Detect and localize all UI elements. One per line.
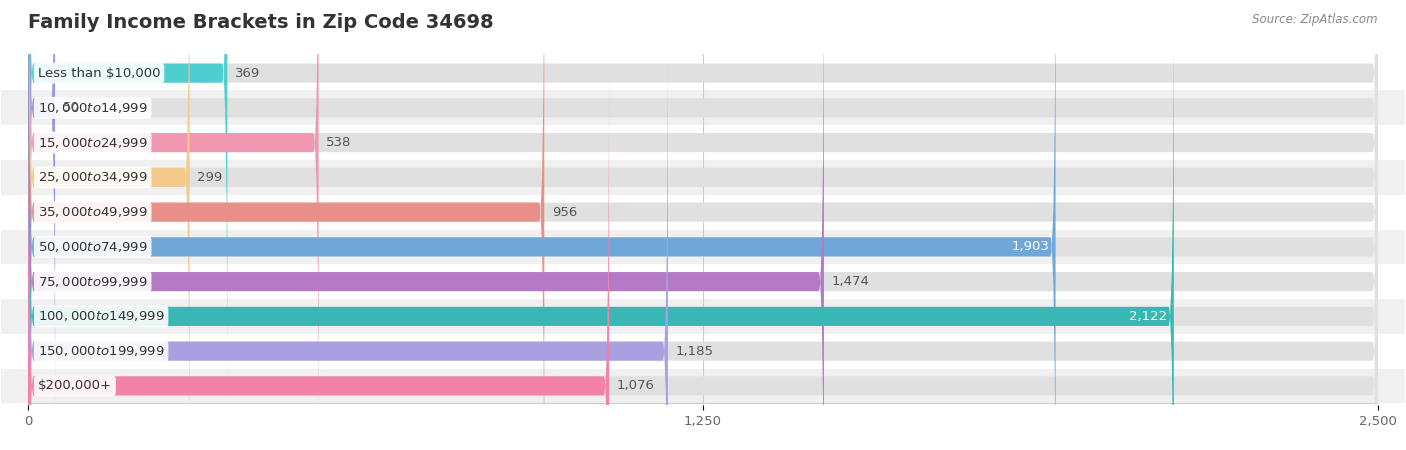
- FancyBboxPatch shape: [1, 56, 1405, 90]
- FancyBboxPatch shape: [28, 0, 1378, 450]
- Text: $150,000 to $199,999: $150,000 to $199,999: [38, 344, 165, 358]
- Text: $75,000 to $99,999: $75,000 to $99,999: [38, 274, 148, 288]
- Text: 1,185: 1,185: [675, 345, 713, 358]
- Text: $50,000 to $74,999: $50,000 to $74,999: [38, 240, 148, 254]
- Text: $25,000 to $34,999: $25,000 to $34,999: [38, 171, 148, 184]
- Text: 1,903: 1,903: [1011, 240, 1049, 253]
- Text: 538: 538: [326, 136, 352, 149]
- FancyBboxPatch shape: [28, 13, 668, 450]
- Text: 1,076: 1,076: [617, 379, 654, 392]
- FancyBboxPatch shape: [28, 0, 1378, 450]
- FancyBboxPatch shape: [28, 0, 319, 450]
- FancyBboxPatch shape: [1, 334, 1405, 369]
- Text: $10,000 to $14,999: $10,000 to $14,999: [38, 101, 148, 115]
- Text: 2,122: 2,122: [1129, 310, 1167, 323]
- FancyBboxPatch shape: [1, 90, 1405, 125]
- FancyBboxPatch shape: [28, 0, 1378, 446]
- FancyBboxPatch shape: [28, 0, 228, 411]
- FancyBboxPatch shape: [28, 0, 1378, 411]
- FancyBboxPatch shape: [1, 230, 1405, 264]
- Text: 1,474: 1,474: [831, 275, 869, 288]
- FancyBboxPatch shape: [1, 299, 1405, 334]
- FancyBboxPatch shape: [28, 0, 55, 446]
- FancyBboxPatch shape: [1, 125, 1405, 160]
- FancyBboxPatch shape: [28, 0, 544, 450]
- FancyBboxPatch shape: [28, 0, 1378, 450]
- Text: 50: 50: [63, 101, 80, 114]
- FancyBboxPatch shape: [28, 0, 1378, 450]
- Text: $100,000 to $149,999: $100,000 to $149,999: [38, 310, 165, 324]
- Text: Less than $10,000: Less than $10,000: [38, 67, 160, 80]
- Text: $35,000 to $49,999: $35,000 to $49,999: [38, 205, 148, 219]
- FancyBboxPatch shape: [1, 369, 1405, 403]
- FancyBboxPatch shape: [28, 0, 1056, 450]
- FancyBboxPatch shape: [1, 160, 1405, 195]
- Text: Family Income Brackets in Zip Code 34698: Family Income Brackets in Zip Code 34698: [28, 14, 494, 32]
- Text: 956: 956: [551, 206, 576, 219]
- FancyBboxPatch shape: [28, 0, 190, 450]
- Text: 299: 299: [197, 171, 222, 184]
- Text: Source: ZipAtlas.com: Source: ZipAtlas.com: [1253, 14, 1378, 27]
- FancyBboxPatch shape: [28, 0, 1378, 450]
- Text: $15,000 to $24,999: $15,000 to $24,999: [38, 135, 148, 149]
- FancyBboxPatch shape: [28, 0, 824, 450]
- Text: $200,000+: $200,000+: [38, 379, 112, 392]
- FancyBboxPatch shape: [1, 195, 1405, 230]
- FancyBboxPatch shape: [28, 48, 1378, 450]
- FancyBboxPatch shape: [1, 264, 1405, 299]
- FancyBboxPatch shape: [28, 13, 1378, 450]
- Text: 369: 369: [235, 67, 260, 80]
- FancyBboxPatch shape: [28, 0, 1174, 450]
- FancyBboxPatch shape: [28, 0, 1378, 450]
- FancyBboxPatch shape: [28, 48, 609, 450]
